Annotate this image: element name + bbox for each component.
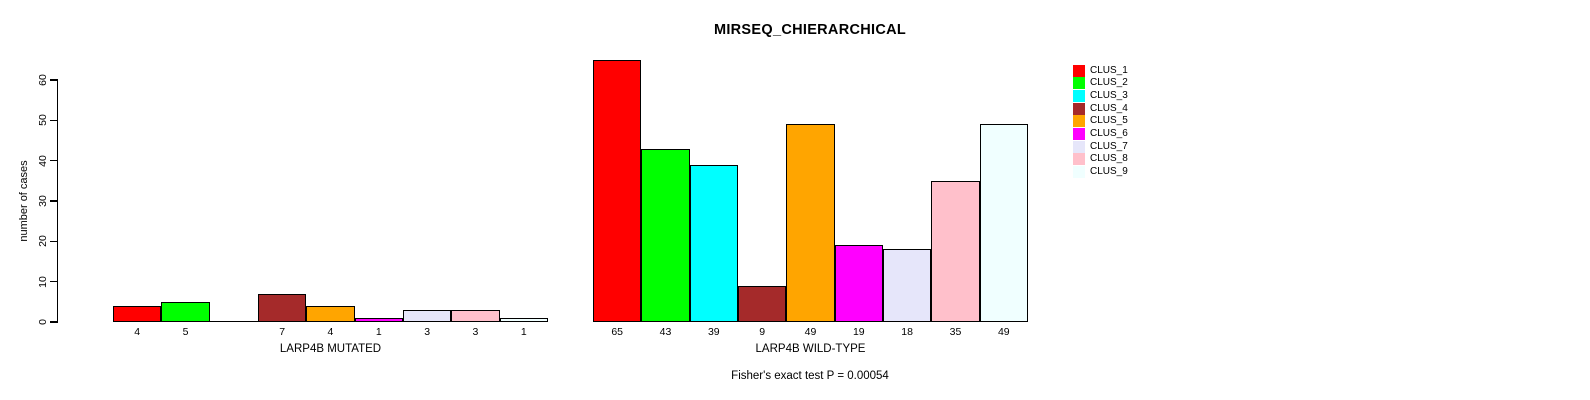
legend-item: CLUS_7: [1073, 140, 1128, 153]
legend-item-label: CLUS_4: [1090, 102, 1128, 114]
legend-swatch: [1073, 77, 1085, 90]
chart-title: MIRSEQ_CHIERARCHICAL: [713, 22, 907, 38]
bar-clus_3-wild-type: [689, 164, 738, 322]
bar-value-label: 19: [852, 326, 865, 338]
fisher-test-annotation: Fisher's exact test P = 0.00054: [731, 370, 889, 382]
y-axis-tick: [50, 79, 57, 81]
bar-clus_5-wild-type: [786, 124, 835, 322]
bar-value-label: 1: [520, 326, 527, 338]
bar-value-label: 3: [424, 326, 431, 338]
y-axis-tick-label: 10: [37, 275, 49, 288]
x-group-label-mutated: LARP4B MUTATED: [279, 343, 382, 355]
y-axis-tick: [50, 160, 57, 162]
legend-item: CLUS_8: [1073, 153, 1128, 166]
bar-clus_5-mutated: [306, 305, 355, 322]
y-axis-tick-label: 50: [37, 114, 49, 127]
bar-value-label: 18: [901, 326, 913, 338]
legend-item-label: CLUS_7: [1090, 140, 1128, 152]
bar-value-label: 4: [134, 326, 141, 338]
bar-clus_2-mutated: [161, 301, 210, 322]
y-axis-tick-label: 60: [37, 74, 49, 86]
y-axis-tick: [50, 240, 57, 242]
bar-value-label: 49: [804, 326, 817, 338]
bar-value-label: 43: [659, 326, 672, 338]
bar-value-label: 4: [327, 326, 334, 338]
y-axis-label: number of cases: [18, 160, 30, 242]
bar-clus_1-wild-type: [593, 59, 642, 322]
legend-item: CLUS_4: [1073, 102, 1128, 115]
y-axis-tick: [50, 281, 57, 283]
legend-item-label: CLUS_9: [1090, 166, 1128, 178]
legend-item: CLUS_5: [1073, 115, 1128, 128]
bar-value-label: 3: [472, 326, 479, 338]
legend-item: CLUS_2: [1073, 77, 1128, 90]
bar-clus_4-mutated: [257, 293, 307, 322]
bar-clus_7-mutated: [402, 309, 452, 322]
legend-swatch: [1073, 140, 1085, 153]
legend-swatch: [1073, 115, 1085, 128]
x-group-label-wildtype: LARP4B WILD-TYPE: [755, 343, 866, 355]
bar-value-label: 39: [707, 326, 720, 338]
legend-swatch: [1073, 102, 1085, 115]
bar-clus_9-wild-type: [979, 124, 1028, 322]
bar-clus_2-wild-type: [641, 148, 690, 322]
y-axis-tick: [50, 321, 57, 323]
legend-item-label: CLUS_1: [1090, 64, 1128, 76]
legend-item-label: CLUS_6: [1090, 128, 1128, 139]
bar-clus_6-wild-type: [834, 245, 883, 322]
bar-clus_6-mutated: [354, 317, 403, 322]
legend-item: CLUS_6: [1073, 128, 1128, 140]
legend-item: CLUS_1: [1073, 64, 1128, 77]
legend-item-label: CLUS_3: [1090, 89, 1128, 101]
bar-clus_3-mutated: [209, 321, 258, 323]
bar-value-label: 9: [759, 326, 766, 338]
legend-item-label: CLUS_5: [1090, 115, 1128, 127]
bar-value-label: 1: [375, 326, 382, 338]
y-axis-tick-label: 20: [37, 235, 49, 248]
bar-value-label: 5: [182, 326, 189, 338]
legend-item-label: CLUS_8: [1090, 153, 1128, 165]
bar-clus_9-mutated: [499, 317, 548, 322]
y-axis-tick: [50, 200, 57, 202]
legend-swatch: [1073, 128, 1085, 140]
bar-clus_1-mutated: [113, 305, 162, 322]
y-axis-tick-label: 30: [37, 195, 49, 207]
y-axis-tick: [50, 119, 57, 121]
bar-clus_8-wild-type: [931, 180, 980, 322]
legend-swatch: [1073, 153, 1085, 166]
legend-item-label: CLUS_2: [1090, 77, 1128, 89]
bar-value-label: 7: [279, 326, 286, 338]
bar-value-label: 49: [997, 326, 1010, 338]
bar-value-label: 65: [611, 326, 623, 338]
bar-clus_4-wild-type: [737, 285, 787, 322]
legend-item: CLUS_9: [1073, 166, 1128, 179]
legend-item: CLUS_3: [1073, 89, 1128, 102]
legend-swatch: [1073, 166, 1085, 179]
bar-clus_7-wild-type: [882, 249, 932, 322]
y-axis-line: [57, 79, 59, 323]
legend-swatch: [1073, 89, 1085, 102]
bar-clus_8-mutated: [451, 309, 500, 322]
bar-value-label: 35: [949, 326, 962, 338]
y-axis-tick-label: 40: [37, 154, 49, 167]
y-axis-tick-label: 0: [37, 319, 49, 325]
legend-swatch: [1073, 64, 1085, 77]
